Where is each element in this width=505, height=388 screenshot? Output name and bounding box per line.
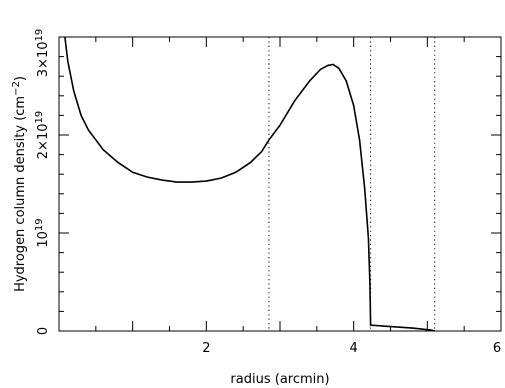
axis-ticks <box>59 37 501 331</box>
y-tick-label: 3×1019 <box>34 29 51 77</box>
y-tick-exponent: 19 <box>34 218 45 231</box>
y-tick-exponent: 19 <box>34 111 45 124</box>
vertical-markers <box>268 37 436 331</box>
x-tick-label: 4 <box>350 341 358 356</box>
y-tick-mantissa: 0 <box>36 327 51 335</box>
y-axis-label-exponent: −2 <box>11 81 22 96</box>
y-tick-label: 2×1019 <box>34 111 51 159</box>
x-tick-label: 2 <box>202 341 210 356</box>
y-axis-label-close: ) <box>13 76 28 81</box>
x-tick-labels: 2 4 6 <box>202 341 501 356</box>
density-curve <box>64 36 435 332</box>
y-tick-label: 1019 <box>34 218 51 247</box>
x-tick-label: 6 <box>493 341 501 356</box>
y-tick-mantissa: 3×10 <box>36 42 51 78</box>
y-axis-label-main: Hydrogen column density (cm <box>13 96 28 292</box>
y-axis-label: Hydrogen column density (cm−2) <box>11 76 28 292</box>
y-tick-exponent: 19 <box>34 29 45 42</box>
x-axis-label: radius (arcmin) <box>230 372 329 387</box>
y-tick-mantissa: 2×10 <box>36 124 51 160</box>
y-tick-label: 0 <box>36 327 51 335</box>
y-tick-mantissa: 10 <box>36 231 51 248</box>
